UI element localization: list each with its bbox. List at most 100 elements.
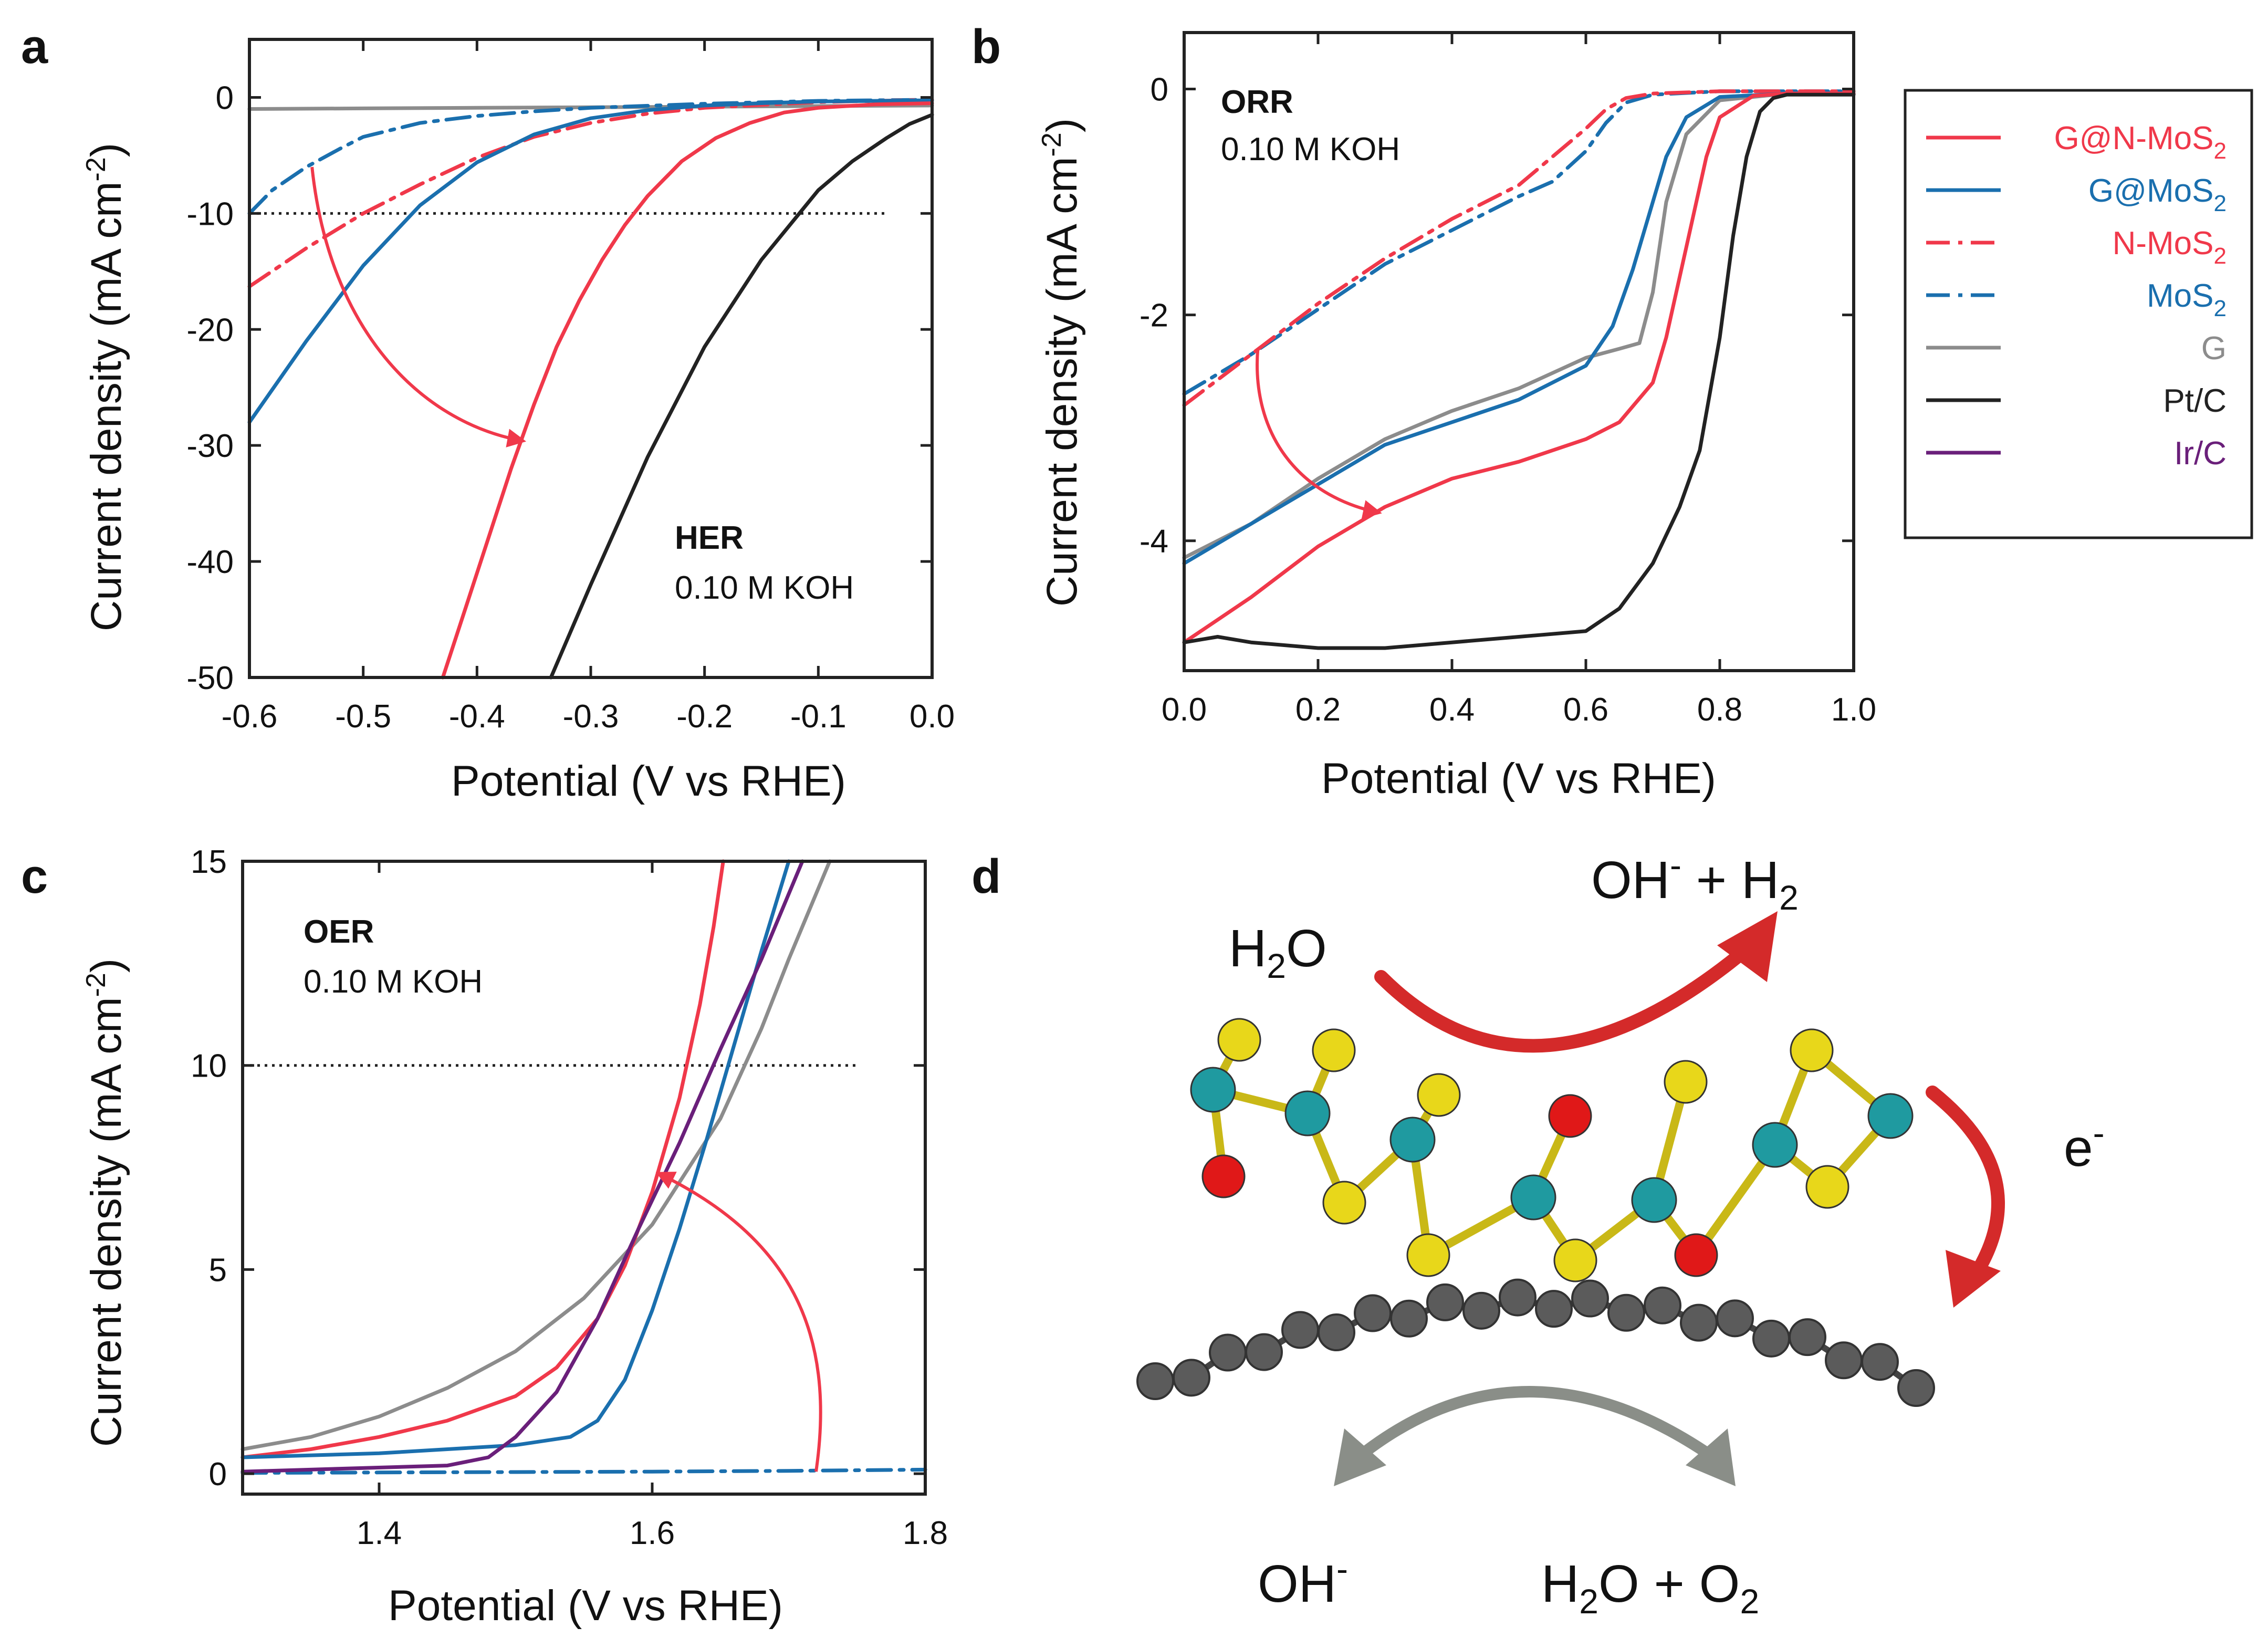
graphene-carbon-atom: [1390, 1299, 1428, 1338]
x-tick-label-c: 1.6: [630, 1515, 675, 1551]
panel-a-label: a: [21, 20, 48, 74]
mos2-atom-mo: [1631, 1177, 1677, 1223]
oer-arrow: [1349, 1386, 1723, 1466]
mos2-atom-s: [1312, 1028, 1356, 1072]
y-tick-label-b: 0: [1151, 72, 1168, 108]
series-mos2-c: [241, 1467, 927, 1475]
legend-label-irc: Ir/C: [2174, 435, 2227, 472]
axes-frame-c: [241, 860, 927, 1496]
mos2-graphene-model: [1136, 1018, 1935, 1407]
mos2-atom-s: [1805, 1165, 1849, 1209]
y-tick-label-a: -20: [186, 312, 234, 348]
x-tick-label-b: 0.0: [1162, 692, 1207, 728]
series-irc-c: [241, 859, 804, 1474]
y-tick-label-a: -30: [186, 428, 234, 464]
graphene-carbon-atom: [1644, 1286, 1681, 1324]
her-arrow-head-icon: [1717, 911, 1778, 982]
mos2-atom-s: [1553, 1238, 1597, 1282]
panel-a-her-chart: a -0.6 -0.5 -0.4 -0.3 -0.2 -0.1 0.00-10-20-30-…: [21, 20, 955, 805]
legend-label-gnmos2: G@N-MoS2: [2054, 120, 2227, 164]
mos2-atom-n: [1674, 1233, 1718, 1277]
panel-a-plot-area: -0.6 -0.5 -0.4 -0.3 -0.2 -0.1 0.0 0 -10 -20 -30 -40…: [186, 38, 955, 735]
panel-b-orr-chart: b 0.0 0.2 0.4 0.6 0.8 1.0 0 -2 -4 ORR 0.10 M KOH…: [971, 20, 1876, 802]
x-tick-label-a: 0.0: [910, 698, 955, 735]
h2o-o2-product-text: H2O + O2: [1541, 1554, 1759, 1621]
graphene-carbon-atom: [1716, 1299, 1754, 1338]
panel-c-oer-chart: c 1.4 1.6 1.8 0 5 10 15 OER 0.10 M KOH Potenti…: [21, 844, 948, 1630]
x-tick-label-a: -0.5: [335, 698, 391, 735]
panel-b-annotation: 0.10 M KOH: [1221, 131, 1400, 168]
graphene-carbon-atom: [1281, 1311, 1319, 1349]
series-g-b: [1182, 91, 1856, 560]
panel-a-xlabel: Potential (V vs RHE): [451, 757, 846, 805]
x-tick-label-a: -0.2: [676, 698, 733, 735]
graphene-carbon-atom: [1318, 1313, 1355, 1352]
graphene-carbon-atom: [1173, 1359, 1210, 1397]
series-ptc-b: [1182, 92, 1856, 650]
y-tick-label-c: 10: [191, 1048, 227, 1084]
electron-transfer-arrow: [1926, 1086, 2005, 1283]
panel-b-label: b: [971, 20, 1001, 74]
series-gmos2-c: [241, 859, 791, 1459]
panel-a-annotation-bold: HER: [675, 520, 744, 556]
x-tick-label-b: 0.6: [1563, 692, 1608, 728]
x-tick-label-c: 1.8: [903, 1515, 948, 1551]
oer-arrow-head-left-icon: [1334, 1428, 1386, 1486]
mos2-atom-s: [1790, 1028, 1834, 1072]
mos2-atom-n: [1548, 1094, 1592, 1138]
series-gnmos2-a: [441, 101, 934, 680]
x-tick-label-a: -0.4: [449, 698, 505, 735]
x-tick-label-b: 1.0: [1831, 692, 1876, 728]
panel-c-plot-area: 1.4 1.6 1.8 0 5 10 15: [191, 844, 948, 1551]
x-tick-label-a: -0.3: [563, 698, 619, 735]
x-tick-label-c: 1.4: [357, 1515, 402, 1551]
mos2-atom-mo: [1284, 1090, 1331, 1136]
graphene-carbon-atom: [1499, 1278, 1537, 1317]
graphene-carbon-atom: [1571, 1279, 1609, 1318]
x-tick-label-b: 0.8: [1697, 692, 1742, 728]
panel-c-label: c: [21, 850, 48, 903]
mos2-atom-n: [1201, 1154, 1246, 1198]
graphene-carbon-atom: [1136, 1362, 1174, 1400]
legend: G@N-MoS2 G@MoS2 N-MoS2 MoS2 G Pt/C Ir/C: [1904, 89, 2253, 539]
panel-c-annotation: 0.10 M KOH: [304, 964, 483, 1000]
series-nmos2-b: [1182, 89, 1856, 408]
mos2-atom-mo: [1190, 1067, 1236, 1113]
mos2-atom-s: [1417, 1073, 1461, 1117]
x-tick-label-a: -0.1: [790, 698, 846, 735]
graphene-carbon-atom: [1607, 1293, 1645, 1332]
graphene-carbon-atom: [1354, 1294, 1392, 1332]
graphene-carbon-atom: [1825, 1341, 1863, 1380]
legend-label-g: G: [2201, 330, 2227, 367]
mos2-atom-s: [1217, 1018, 1261, 1062]
graphene-carbon-atom: [1426, 1283, 1464, 1321]
graphene-carbon-atom: [1752, 1319, 1790, 1358]
panel-b-ylabel: Current density (mA cm-2): [1037, 118, 1086, 607]
panel-d-schematic: d H2O OH- + H2 e- OH- H2O + O2: [971, 846, 2105, 1621]
electron-arrow-head-icon: [1946, 1250, 2001, 1308]
series-g-c: [241, 859, 832, 1451]
axes-frame-b: [1183, 31, 1855, 672]
series-ptc-a: [549, 113, 934, 680]
oh-h2-product-text: OH- + H2: [1591, 846, 1799, 917]
y-tick-label-c: 15: [191, 844, 227, 880]
h2o-reactant-text: H2O: [1229, 919, 1327, 985]
x-tick-label-b: 0.4: [1429, 692, 1475, 728]
panel-d-label: d: [971, 850, 1001, 903]
panel-b-plot-area: 0.0 0.2 0.4 0.6 0.8 1.0 0 -2 -4: [1140, 31, 1876, 728]
mos2-atom-s: [1322, 1181, 1366, 1225]
mos2-atom-mo: [1510, 1174, 1556, 1220]
y-tick-label-c: 5: [209, 1252, 227, 1288]
panel-b-annotation-bold: ORR: [1221, 84, 1293, 120]
panel-c-annotation-bold: OER: [304, 914, 374, 950]
panel-c-xlabel: Potential (V vs RHE): [388, 1582, 783, 1630]
panel-c-ylabel: Current density (mA cm-2): [81, 958, 130, 1447]
trend-arrow-a: [310, 166, 527, 447]
graphene-carbon-atom: [1209, 1333, 1247, 1372]
series-gmos2-a: [247, 98, 934, 424]
graphene-carbon-atom: [1789, 1318, 1826, 1357]
legend-box: [1904, 89, 2253, 539]
series-gnmos2-b: [1182, 91, 1856, 644]
mos2-atom-s: [1664, 1060, 1708, 1104]
